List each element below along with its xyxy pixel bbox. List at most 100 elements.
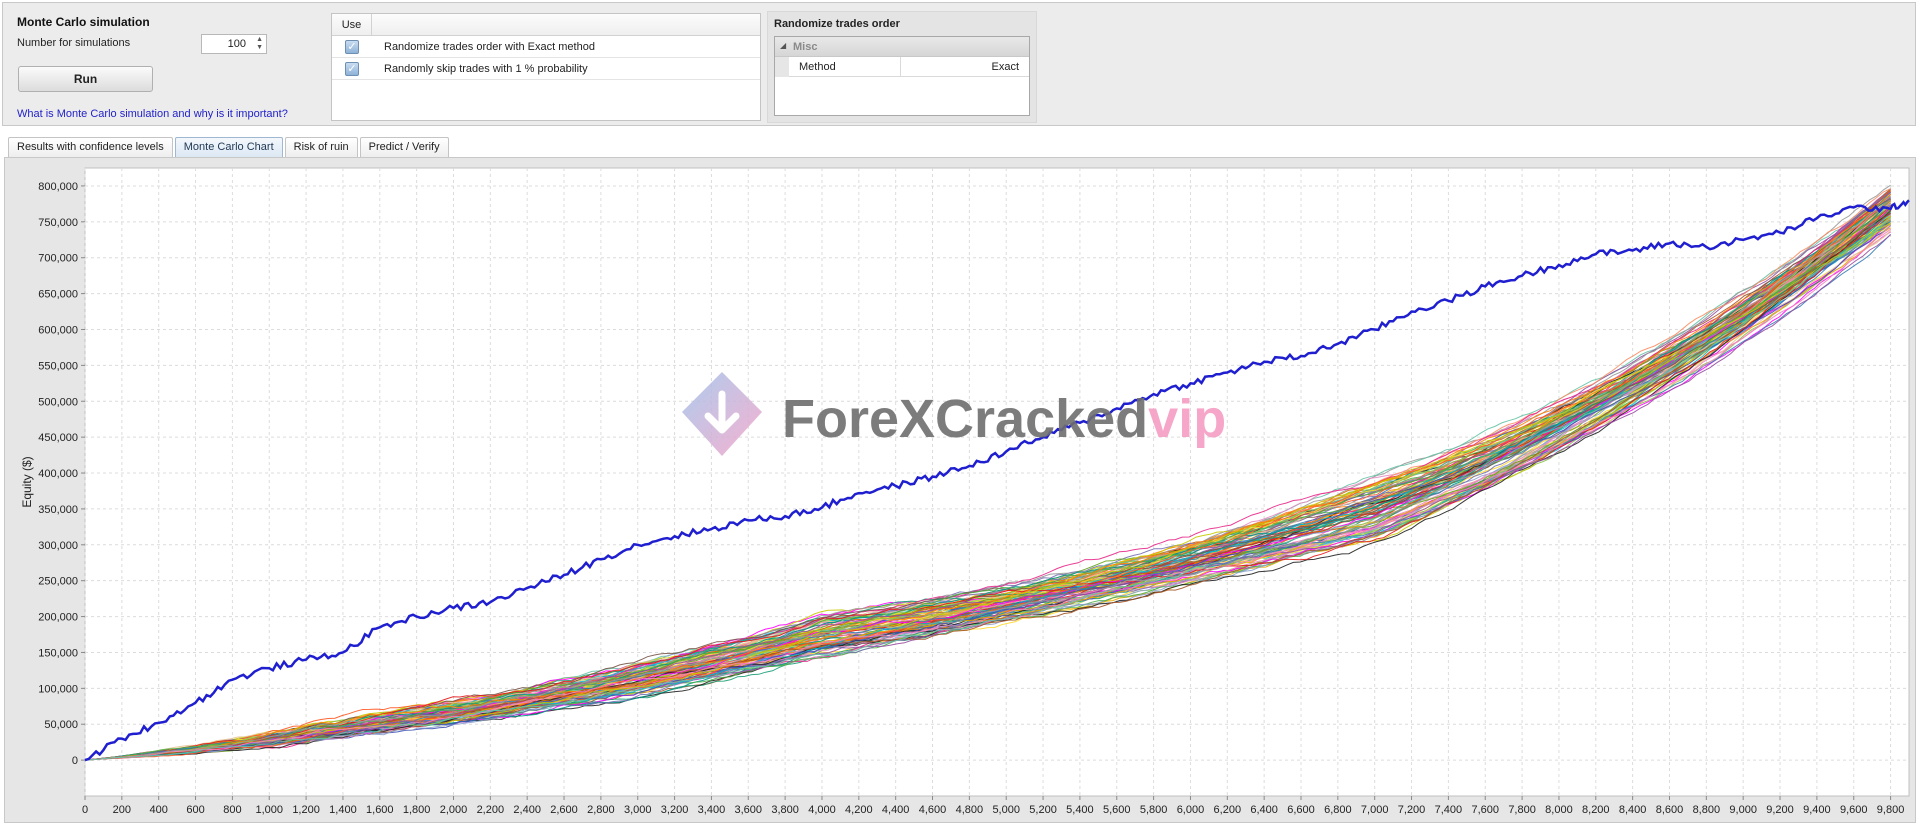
- y-tick-label: 0: [72, 755, 78, 767]
- simulation-series-line: [84, 204, 1891, 761]
- y-tick-label: 500,000: [38, 396, 78, 408]
- x-tick-label: 0: [82, 804, 88, 816]
- y-tick-label: 550,000: [38, 360, 78, 372]
- x-tick-label: 5,400: [1066, 804, 1094, 816]
- simulation-series-line: [84, 234, 1891, 761]
- simulation-series-line: [84, 197, 1891, 761]
- x-tick-label: 2,000: [440, 804, 468, 816]
- x-tick-label: 5,000: [992, 804, 1020, 816]
- simulation-series-line: [84, 198, 1891, 761]
- panel-title: Monte Carlo simulation: [17, 15, 150, 29]
- x-tick-label: 1,400: [329, 804, 357, 816]
- run-button[interactable]: Run: [18, 66, 153, 92]
- x-tick-label: 7,400: [1435, 804, 1463, 816]
- x-tick-label: 9,000: [1729, 804, 1757, 816]
- simulation-series-line: [84, 224, 1891, 761]
- num-simulations-label: Number for simulations: [17, 37, 131, 49]
- x-tick-label: 3,000: [624, 804, 652, 816]
- simulation-series-line: [84, 225, 1891, 761]
- y-tick-label: 400,000: [38, 468, 78, 480]
- simulation-series-line: [84, 193, 1891, 761]
- spinner-arrows-icon[interactable]: ▲ ▼: [256, 36, 263, 51]
- help-link[interactable]: What is Monte Carlo simulation and why i…: [17, 108, 288, 120]
- x-tick-label: 4,200: [845, 804, 873, 816]
- x-tick-label: 3,800: [771, 804, 799, 816]
- property-value[interactable]: Exact: [991, 61, 1019, 73]
- x-tick-label: 9,400: [1803, 804, 1831, 816]
- x-tick-label: 7,600: [1471, 804, 1499, 816]
- x-tick-label: 7,800: [1508, 804, 1536, 816]
- simulation-series-line: [84, 193, 1891, 761]
- x-tick-label: 8,200: [1582, 804, 1610, 816]
- collapse-triangle-icon[interactable]: ◢: [780, 41, 787, 50]
- rule-label: Randomize trades order with Exact method: [384, 41, 595, 53]
- x-tick-label: 200: [113, 804, 131, 816]
- x-tick-label: 3,200: [661, 804, 689, 816]
- y-tick-label: 300,000: [38, 540, 78, 552]
- rule-checkbox[interactable]: ✓: [345, 62, 359, 76]
- x-tick-label: 6,000: [1177, 804, 1205, 816]
- x-tick-label: 2,400: [513, 804, 541, 816]
- x-tick-label: 9,200: [1766, 804, 1794, 816]
- plot-area: [84, 167, 1910, 797]
- property-name: Method: [789, 57, 901, 77]
- x-tick-label: 6,200: [1214, 804, 1242, 816]
- tab-monte-carlo-chart[interactable]: Monte Carlo Chart: [174, 137, 283, 157]
- x-tick-label: 6,800: [1324, 804, 1352, 816]
- property-row[interactable]: Method Exact: [775, 57, 1029, 77]
- x-tick-label: 4,600: [919, 804, 947, 816]
- x-tick-label: 800: [223, 804, 241, 816]
- x-tick-label: 6,600: [1287, 804, 1315, 816]
- num-simulations-value[interactable]: 100: [227, 38, 246, 50]
- rule-checkbox[interactable]: ✓: [345, 40, 359, 54]
- x-tick-label: 5,200: [1029, 804, 1057, 816]
- x-tick-label: 8,800: [1693, 804, 1721, 816]
- y-tick-label: 250,000: [38, 576, 78, 588]
- y-tick-label: 350,000: [38, 504, 78, 516]
- tab-predict-verify[interactable]: Predict / Verify: [359, 137, 449, 157]
- properties-title: Randomize trades order: [774, 18, 900, 30]
- rule-row[interactable]: ✓ Randomly skip trades with 1 % probabil…: [332, 58, 760, 80]
- monte-carlo-settings-panel: Monte Carlo simulation Number for simula…: [2, 2, 1916, 126]
- x-tick-label: 3,600: [735, 804, 763, 816]
- x-tick-label: 400: [150, 804, 168, 816]
- simulation-series-line: [84, 199, 1891, 761]
- tab-results-confidence[interactable]: Results with confidence levels: [8, 137, 173, 157]
- property-row-gutter: [775, 57, 789, 77]
- y-tick-label: 800,000: [38, 181, 78, 193]
- use-column-header[interactable]: Use: [332, 14, 372, 36]
- simulation-series-line: [84, 212, 1891, 761]
- num-simulations-spinner[interactable]: 100 ▲ ▼: [201, 34, 267, 54]
- y-tick-label: 750,000: [38, 217, 78, 229]
- y-axis-label: Equity ($): [20, 456, 34, 507]
- x-tick-label: 5,800: [1140, 804, 1168, 816]
- x-tick-label: 8,400: [1619, 804, 1647, 816]
- property-category-name: Misc: [793, 41, 818, 53]
- x-tick-label: 9,600: [1840, 804, 1868, 816]
- x-tick-label: 1,200: [292, 804, 320, 816]
- randomization-rules-table: Use ✓ Randomize trades order with Exact …: [331, 13, 761, 121]
- x-tick-label: 5,600: [1103, 804, 1131, 816]
- x-tick-label: 1,000: [255, 804, 283, 816]
- tab-risk-of-ruin[interactable]: Risk of ruin: [284, 137, 358, 157]
- x-tick-label: 4,800: [956, 804, 984, 816]
- x-tick-label: 2,600: [550, 804, 578, 816]
- x-tick-label: 6,400: [1250, 804, 1278, 816]
- x-tick-label: 8,000: [1545, 804, 1573, 816]
- x-tick-label: 7,000: [1361, 804, 1389, 816]
- y-tick-label: 650,000: [38, 289, 78, 301]
- y-tick-label: 200,000: [38, 612, 78, 624]
- x-tick-label: 600: [186, 804, 204, 816]
- property-category[interactable]: ◢ Misc: [775, 37, 1029, 57]
- x-tick-label: 7,200: [1398, 804, 1426, 816]
- y-tick-label: 100,000: [38, 683, 78, 695]
- y-tick-label: 450,000: [38, 432, 78, 444]
- x-tick-label: 1,800: [403, 804, 431, 816]
- original-equity-line: [84, 199, 1910, 762]
- rule-row[interactable]: ✓ Randomize trades order with Exact meth…: [332, 36, 760, 58]
- y-tick-label: 700,000: [38, 253, 78, 265]
- x-tick-label: 9,800: [1877, 804, 1905, 816]
- y-tick-label: 150,000: [38, 647, 78, 659]
- y-tick-label: 600,000: [38, 324, 78, 336]
- simulation-series-line: [84, 217, 1891, 761]
